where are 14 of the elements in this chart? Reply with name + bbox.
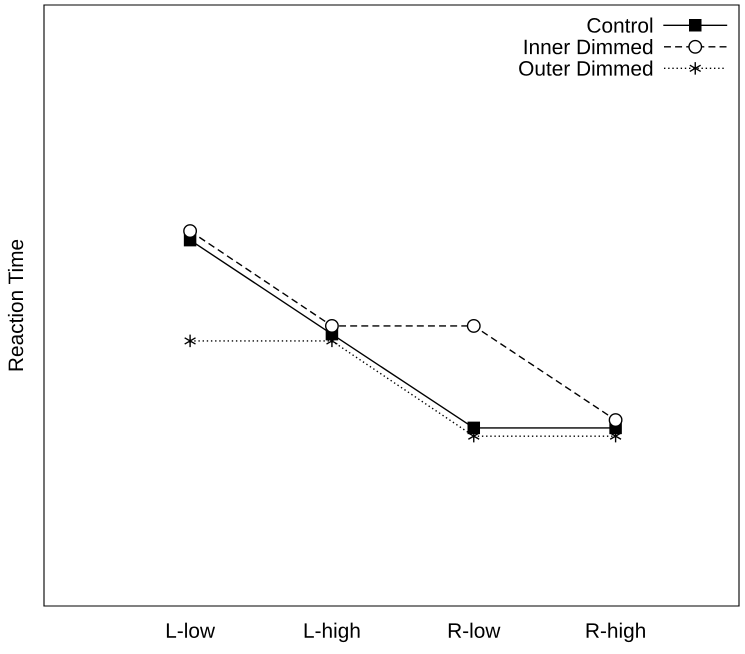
- point: [183, 224, 198, 238]
- x-tick-label: L-low: [166, 622, 216, 638]
- point: [184, 334, 196, 348]
- legend-label: Control: [587, 18, 652, 33]
- x-tick-label: R-low: [448, 622, 500, 638]
- point: [608, 413, 623, 427]
- point: [468, 422, 480, 434]
- point: [324, 318, 339, 333]
- x-tick-label: R-high: [586, 622, 645, 642]
- point: [466, 318, 481, 333]
- x-tick-label: L-high: [304, 622, 360, 642]
- legend-label: Outer Dimmed: [519, 60, 652, 76]
- legend-label: Inner Dimmed: [524, 39, 652, 54]
- y-axis-title: Reaction Time: [8, 240, 24, 370]
